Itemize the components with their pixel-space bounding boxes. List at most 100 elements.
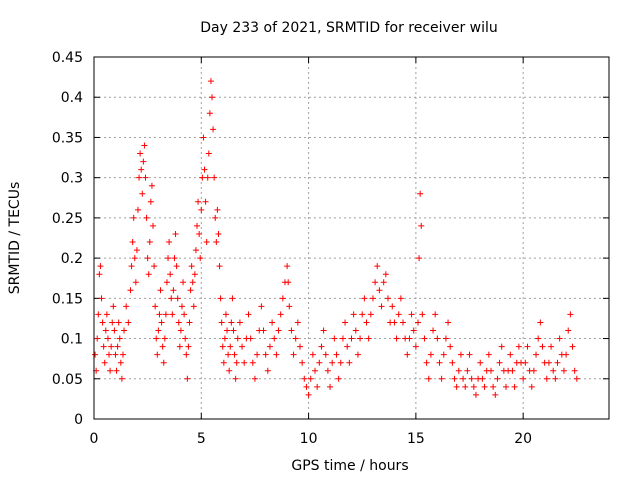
data-point: [182, 335, 189, 342]
data-point: [425, 375, 432, 382]
y-tick-label: 0.25: [52, 211, 83, 227]
data-point: [442, 335, 449, 342]
data-point: [202, 198, 209, 205]
data-point: [535, 335, 542, 342]
data-point: [494, 375, 501, 382]
data-point: [200, 134, 207, 141]
data-point: [285, 279, 292, 286]
data-point: [382, 271, 389, 278]
data-point: [389, 303, 396, 310]
data-point: [316, 359, 323, 366]
data-point: [507, 351, 514, 358]
data-point: [104, 335, 111, 342]
data-point: [258, 303, 265, 310]
data-point: [346, 359, 353, 366]
data-point: [217, 295, 224, 302]
data-point: [130, 214, 137, 221]
data-point: [468, 375, 475, 382]
data-point: [219, 343, 226, 350]
data-point: [393, 335, 400, 342]
data-point: [159, 343, 166, 350]
data-point: [111, 327, 118, 334]
data-point: [125, 319, 132, 326]
data-point: [153, 335, 160, 342]
data-point: [438, 375, 445, 382]
y-tick-label: 0.1: [61, 332, 83, 348]
data-point: [266, 343, 273, 350]
data-point: [367, 311, 374, 318]
data-point: [400, 319, 406, 326]
x-tick-label: 20: [514, 431, 532, 447]
data-point: [477, 359, 484, 366]
data-point: [288, 327, 295, 334]
data-point: [548, 343, 555, 350]
data-point: [417, 190, 424, 197]
data-point: [199, 174, 206, 181]
data-point: [143, 214, 150, 221]
y-tick-label: 0.15: [52, 291, 83, 307]
data-point: [133, 247, 140, 254]
data-point: [462, 383, 469, 390]
data-point: [146, 239, 153, 246]
data-point: [303, 383, 310, 390]
data-point: [236, 319, 243, 326]
data-point: [176, 343, 183, 350]
data-point: [457, 351, 464, 358]
data-point: [158, 319, 165, 326]
data-point: [324, 367, 331, 374]
data-point: [175, 319, 182, 326]
data-point: [487, 367, 494, 374]
data-point: [552, 375, 559, 382]
data-point: [427, 351, 434, 358]
data-point: [140, 158, 147, 165]
data-point: [211, 174, 218, 181]
data-point: [185, 343, 192, 350]
data-point: [154, 351, 161, 358]
data-point: [119, 351, 126, 358]
data-point: [337, 359, 344, 366]
data-point: [233, 359, 240, 366]
data-point: [196, 230, 203, 237]
data-point: [222, 311, 229, 318]
data-point: [297, 343, 303, 350]
data-point: [314, 383, 321, 390]
data-point: [136, 174, 143, 181]
data-point: [460, 375, 467, 382]
data-point: [279, 295, 286, 302]
data-point: [134, 206, 141, 213]
data-point: [273, 351, 280, 358]
data-point: [157, 287, 164, 294]
data-point: [503, 383, 509, 390]
data-point: [376, 287, 383, 294]
data-point: [132, 279, 139, 286]
data-point: [98, 295, 105, 302]
data-point: [496, 359, 503, 366]
data-point: [434, 335, 441, 342]
data-point: [571, 367, 578, 374]
data-point: [112, 351, 119, 358]
data-point: [177, 327, 184, 334]
data-point: [539, 343, 546, 350]
data-point: [167, 271, 174, 278]
data-point: [102, 327, 109, 334]
data-point: [96, 271, 103, 278]
data-point: [359, 311, 366, 318]
data-point: [194, 222, 200, 229]
data-point: [309, 351, 316, 358]
data-point: [369, 295, 376, 302]
data-point: [138, 166, 145, 173]
data-point: [206, 110, 213, 117]
data-point: [312, 367, 319, 374]
data-point: [408, 311, 415, 318]
data-point: [94, 335, 101, 342]
data-point: [481, 383, 488, 390]
data-point: [412, 343, 419, 350]
data-point: [430, 327, 437, 334]
data-point: [110, 303, 117, 310]
data-point: [294, 319, 301, 326]
data-point: [286, 303, 293, 310]
data-point: [339, 335, 346, 342]
data-point: [397, 295, 404, 302]
data-point: [479, 375, 486, 382]
data-point: [440, 351, 447, 358]
